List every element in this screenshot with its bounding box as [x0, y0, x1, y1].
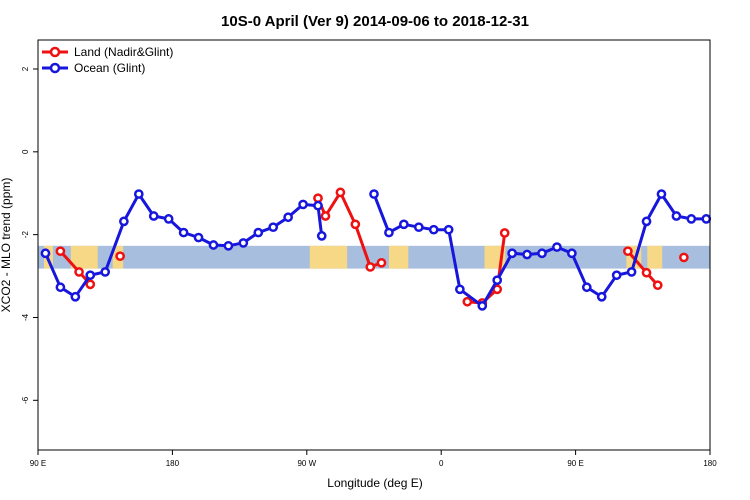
ocean-data-point [369, 189, 379, 199]
ocean-data-point [626, 267, 637, 277]
land-data-point [74, 267, 84, 277]
legend-entry-land: Land (Nadir&Glint) [42, 45, 173, 59]
ocean-data-point [399, 219, 409, 230]
ocean-data-point [313, 200, 323, 211]
ocean-data-point [384, 227, 394, 238]
ocean-data-point [316, 231, 327, 241]
land-data-point [365, 262, 376, 272]
legend-land-marker [49, 46, 61, 58]
ocean-data-point [85, 270, 96, 281]
ocean-data-point [686, 214, 697, 224]
ocean-data-point [193, 232, 204, 243]
ocean-data-point [178, 227, 189, 238]
ocean-data-point [148, 211, 159, 221]
land-data-point [85, 279, 96, 290]
ocean-data-point [268, 222, 279, 233]
ocean-data-point [55, 282, 66, 293]
x-tick-label: 0 [439, 459, 444, 468]
land-data-point [335, 187, 346, 198]
series-layer [40, 187, 712, 311]
ocean-data-point [223, 240, 234, 251]
ocean-data-point [455, 284, 465, 295]
ocean-data-point [428, 224, 439, 235]
land-data-point [350, 219, 361, 230]
y-tick-label: -2 [21, 231, 30, 239]
ocean-data-point [40, 248, 51, 259]
ocean-data-point [492, 275, 503, 286]
band-land-patch [388, 245, 409, 269]
axis-ticks: 90 E 180 90 W 0 90 E 180 2 0 -2 -4 -6 [21, 66, 717, 468]
ocean-data-point [552, 242, 562, 252]
ocean-data-point [701, 214, 712, 224]
land-data-point [320, 211, 331, 221]
land-data-point [115, 251, 125, 262]
land-data-point [679, 252, 689, 263]
land-data-point [641, 267, 652, 278]
ocean-data-point [119, 216, 129, 227]
ocean-data-point [671, 211, 682, 221]
x-tick-label: 180 [166, 459, 180, 468]
ocean-data-point [413, 222, 424, 233]
legend-land-label: Land (Nadir&Glint) [74, 45, 173, 59]
ocean-data-point [537, 248, 547, 259]
legend-ocean-marker [49, 62, 61, 74]
plot-frame [37, 39, 711, 451]
band-land-patch [70, 245, 98, 269]
legend: Land (Nadir&Glint) Ocean (Glint) [42, 45, 173, 75]
y-tick-label: 2 [21, 66, 30, 71]
ocean-data-point [596, 291, 607, 302]
legend-entry-ocean: Ocean (Glint) [42, 61, 145, 75]
series-ocean [40, 189, 712, 311]
ocean-data-point [70, 291, 81, 302]
land-data-point [313, 193, 323, 204]
x-tick-label: 90 W [297, 459, 316, 468]
ocean-data-point [163, 214, 174, 224]
ocean-data-point [238, 238, 249, 248]
chart-title: 10S-0 April (Ver 9) 2014-09-06 to 2018-1… [221, 13, 529, 30]
land-data-point [376, 257, 387, 268]
land-data-point [499, 228, 510, 238]
ocean-data-point [133, 189, 144, 199]
ocean-data-point [443, 224, 454, 235]
band-land-patch [309, 245, 348, 269]
x-axis-label: Longitude (deg E) [327, 476, 422, 490]
ocean-data-point [283, 212, 293, 223]
x-tick-label: 90 E [30, 459, 46, 468]
y-axis-label: XCO2 - MLO trend (ppm) [0, 178, 13, 313]
ocean-data-point [611, 270, 622, 281]
land-data-point [623, 246, 633, 257]
y-tick-label: -4 [21, 313, 30, 321]
land-series-line [467, 232, 507, 305]
ocean-data-point [656, 189, 667, 199]
y-tick-label: -6 [21, 396, 30, 404]
ocean-data-point [253, 227, 264, 238]
x-tick-label: 180 [703, 459, 717, 468]
ocean-data-point [522, 249, 532, 260]
ocean-data-point [208, 240, 219, 250]
land-data-point [462, 296, 473, 307]
band-land-patch [647, 245, 663, 269]
ocean-data-point [581, 282, 592, 293]
land-data-point [55, 246, 66, 257]
ocean-series-line [44, 192, 324, 299]
ocean-data-point [477, 301, 488, 311]
legend-ocean-label: Ocean (Glint) [74, 61, 145, 75]
land-data-point [652, 280, 663, 291]
ocean-data-point [507, 248, 517, 259]
x-tick-label: 90 E [567, 459, 583, 468]
series-land [55, 187, 689, 308]
ocean-data-point [298, 199, 308, 210]
ocean-data-point [567, 248, 577, 259]
ocean-data-point [100, 267, 111, 277]
ocean-data-point [641, 216, 652, 227]
y-tick-label: 0 [21, 149, 30, 154]
